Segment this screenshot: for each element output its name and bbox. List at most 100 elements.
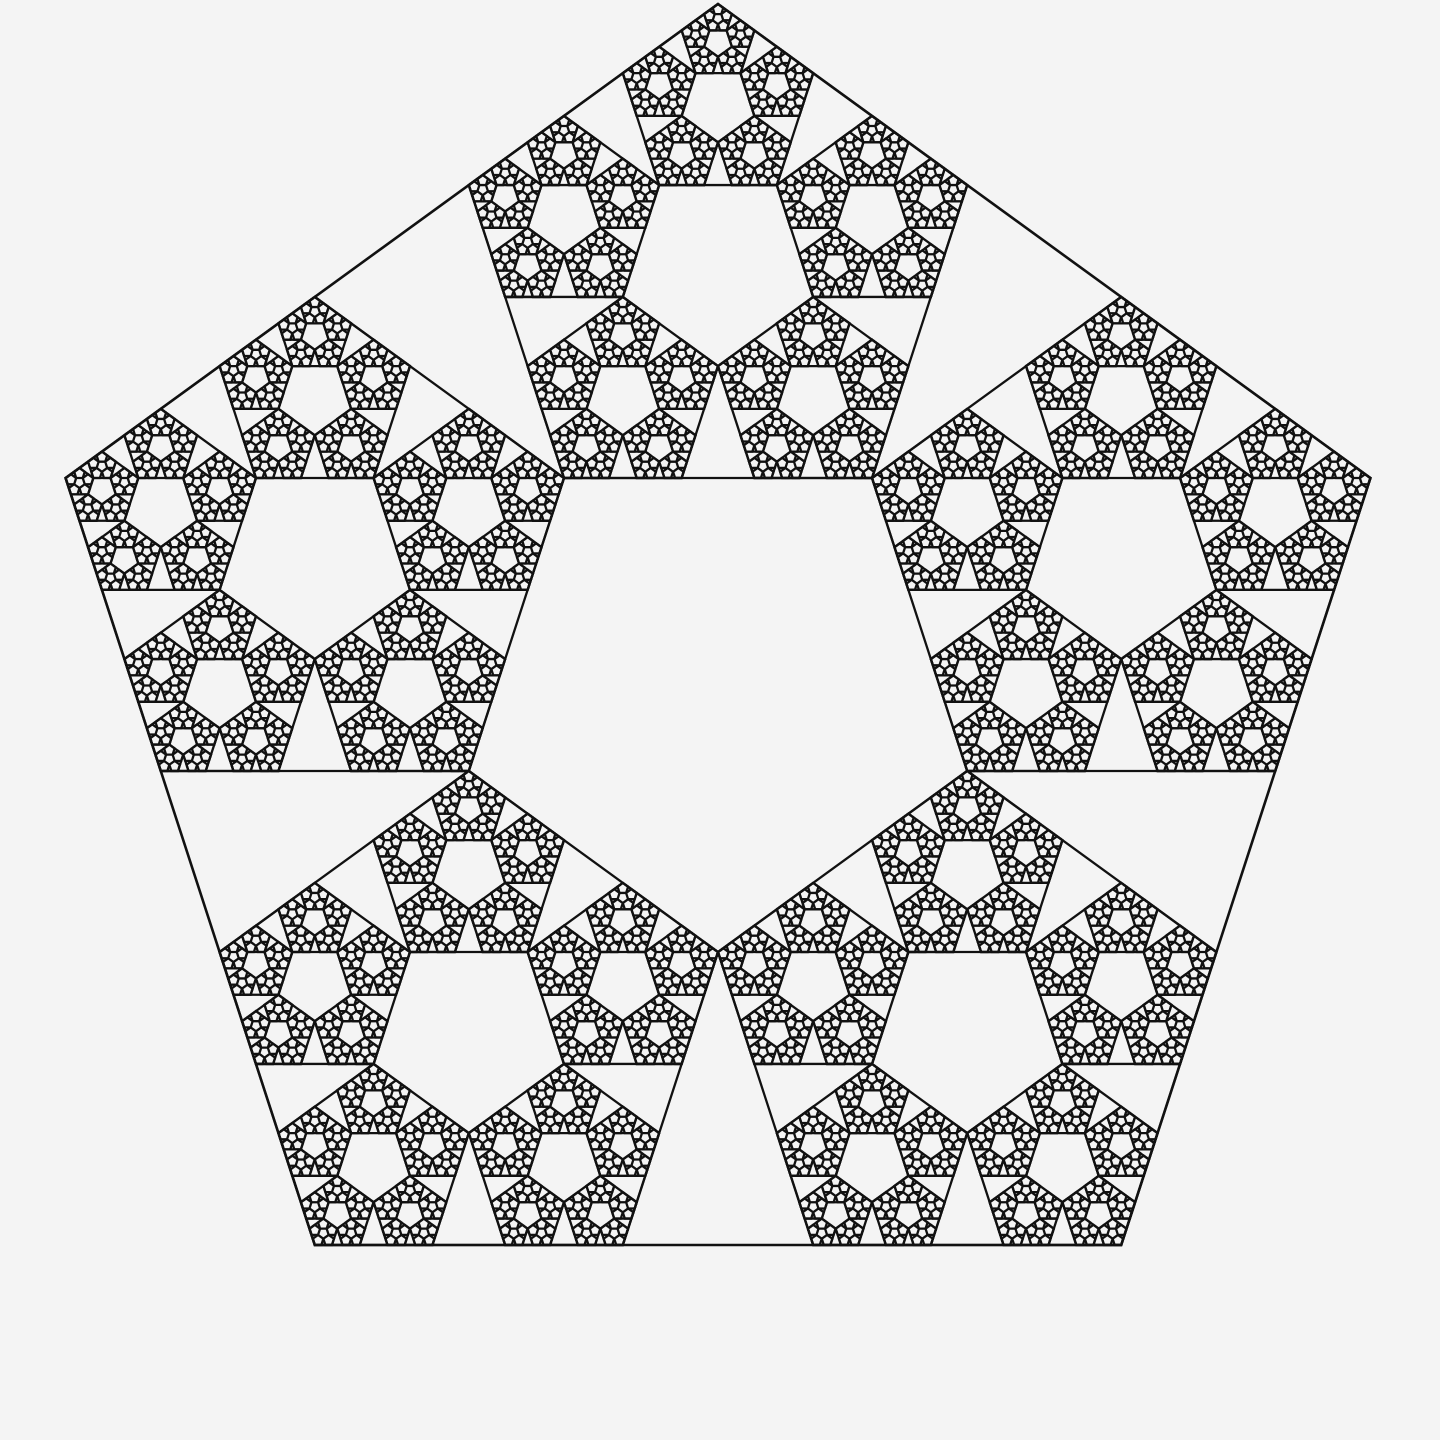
pentagon-level-5 — [621, 67, 635, 81]
pentagon-level-5 — [1100, 318, 1114, 331]
pentagon-level-5 — [190, 466, 204, 480]
pentagon-level-5 — [520, 1154, 535, 1167]
pentagon-level-5 — [86, 541, 101, 555]
pentagon-level-5 — [610, 311, 625, 325]
pentagon-level-5 — [512, 904, 526, 917]
pentagon-level-5 — [756, 67, 770, 81]
pentagon-level-5 — [837, 904, 851, 917]
pentagon-level-5 — [624, 940, 639, 954]
pentagon-level-5 — [1313, 578, 1327, 592]
pentagon-level-5 — [1195, 354, 1210, 368]
pentagon-level-5 — [372, 611, 386, 624]
pentagon-level-5 — [515, 1190, 529, 1204]
pentagon-level-5 — [846, 173, 860, 187]
pentagon-level-5 — [1145, 1042, 1159, 1055]
pentagon-level-5 — [489, 1111, 504, 1125]
pentagon-level-5 — [974, 706, 988, 720]
pentagon-level-5 — [828, 450, 843, 463]
pentagon-level-5 — [302, 930, 317, 944]
pentagon-level-5 — [529, 370, 543, 384]
pentagon-level-5 — [431, 429, 445, 443]
pentagon-level-5 — [339, 1180, 353, 1194]
pentagon-level-5 — [1005, 834, 1019, 848]
pentagon-level-5 — [571, 1085, 585, 1098]
pentagon-level-5 — [742, 973, 756, 986]
pentagon-level-5 — [162, 413, 177, 427]
pentagon-level-5 — [602, 338, 616, 351]
pentagon-level-5 — [946, 450, 960, 463]
pentagon-level-5 — [552, 130, 566, 144]
pentagon-level-5 — [322, 456, 336, 470]
pentagon-level-5 — [938, 1147, 952, 1161]
pentagon-level-5 — [938, 1127, 952, 1141]
pentagon-level-5 — [366, 423, 381, 437]
pentagon-level-5 — [996, 637, 1011, 651]
pentagon-level-5 — [398, 1190, 412, 1204]
pentagon-level-5 — [1092, 1036, 1106, 1049]
pentagon-level-5 — [1291, 423, 1305, 437]
pentagon-level-5 — [380, 1190, 395, 1204]
pentagon-level-5 — [918, 1154, 933, 1167]
pentagon-level-5 — [453, 743, 467, 756]
pentagon-level-5 — [955, 818, 969, 832]
pentagon-level-5 — [1019, 1121, 1033, 1135]
pentagon-level-5 — [434, 1111, 448, 1125]
pentagon-level-5 — [347, 759, 362, 773]
pentagon-level-5 — [630, 338, 644, 351]
pentagon-level-5 — [1282, 568, 1296, 581]
pentagon-level-5 — [706, 51, 720, 65]
pentagon-level-5 — [358, 429, 372, 443]
pentagon-level-5 — [1322, 499, 1336, 512]
pentagon-level-5 — [1086, 1223, 1101, 1237]
pentagon-level-5 — [489, 834, 504, 848]
pentagon-level-5 — [565, 397, 580, 411]
pentagon-level-5 — [316, 887, 331, 901]
pentagon-level-5 — [733, 946, 748, 960]
pentagon-level-5 — [529, 871, 543, 885]
pentagon-level-5 — [403, 897, 417, 911]
pentagon-level-5 — [856, 344, 871, 358]
pentagon-level-5 — [1041, 604, 1056, 618]
pentagon-level-5 — [543, 1085, 557, 1098]
pentagon-level-5 — [484, 818, 498, 832]
pentagon-level-5 — [860, 130, 874, 144]
pentagon-level-5 — [784, 1015, 798, 1029]
pentagon-level-5 — [1322, 551, 1336, 565]
pentagon-level-5 — [602, 1233, 616, 1247]
pentagon-level-5 — [1072, 1042, 1087, 1055]
pentagon-level-5 — [828, 1174, 843, 1188]
pentagon-level-5 — [347, 1207, 362, 1220]
pentagon-level-5 — [820, 318, 834, 331]
pentagon-level-5 — [1344, 482, 1358, 496]
pentagon-level-5 — [991, 792, 1005, 805]
pentagon-level-5 — [1145, 956, 1159, 970]
pentagon-level-5 — [294, 1042, 308, 1055]
pentagon-level-5 — [915, 472, 929, 486]
pentagon-level-5 — [1005, 525, 1019, 539]
pentagon-level-5 — [456, 1127, 471, 1141]
pentagon-level-5 — [1114, 1190, 1128, 1204]
pentagon-level-5 — [529, 232, 543, 246]
pentagon-level-5 — [1349, 466, 1364, 480]
pentagon-level-5 — [1086, 1052, 1101, 1066]
pentagon-level-5 — [476, 792, 490, 805]
pentagon-level-5 — [501, 509, 516, 522]
pentagon-level-5 — [571, 381, 585, 394]
pentagon-level-5 — [820, 1127, 834, 1141]
pentagon-level-5 — [828, 429, 843, 443]
pentagon-level-5 — [630, 318, 644, 331]
pentagon-level-5 — [380, 499, 395, 512]
pentagon-level-5 — [638, 897, 652, 911]
pentagon-level-5 — [507, 1217, 521, 1230]
pentagon-level-5 — [335, 413, 350, 427]
pentagon-level-5 — [1027, 1180, 1042, 1194]
pentagon-level-5 — [1010, 1147, 1025, 1161]
pentagon-level-5 — [1019, 897, 1033, 911]
pentagon-level-5 — [1131, 914, 1146, 927]
pentagon-level-5 — [842, 1196, 857, 1210]
pentagon-level-5 — [624, 248, 639, 262]
pentagon-level-5 — [148, 647, 163, 661]
pentagon-level-5 — [470, 722, 485, 736]
pentagon-level-5 — [221, 509, 235, 522]
pentagon-level-5 — [434, 578, 448, 592]
